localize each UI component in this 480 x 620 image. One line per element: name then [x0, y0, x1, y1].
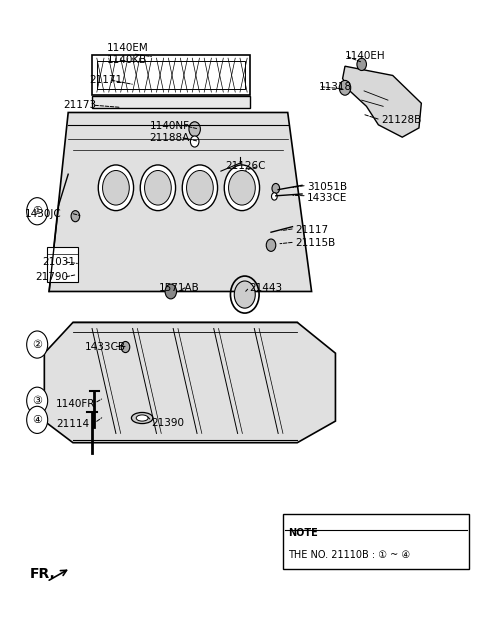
- Text: 21031: 21031: [42, 257, 75, 267]
- Circle shape: [228, 170, 255, 205]
- Circle shape: [121, 342, 130, 353]
- Text: 1430JC: 1430JC: [25, 210, 62, 219]
- Text: 1140EM
1140KB: 1140EM 1140KB: [107, 43, 148, 64]
- Text: 21115B: 21115B: [295, 238, 335, 249]
- Text: 1140NF: 1140NF: [149, 121, 189, 131]
- Text: 1433CE: 1433CE: [307, 193, 347, 203]
- Circle shape: [272, 193, 277, 200]
- Text: ①: ①: [32, 206, 42, 216]
- Text: 21114: 21114: [56, 419, 89, 429]
- Ellipse shape: [136, 415, 148, 421]
- Circle shape: [182, 165, 217, 211]
- Circle shape: [144, 170, 171, 205]
- Circle shape: [27, 387, 48, 414]
- Circle shape: [266, 239, 276, 251]
- Circle shape: [27, 198, 48, 225]
- Text: 21790: 21790: [35, 272, 68, 282]
- Circle shape: [187, 170, 213, 205]
- Circle shape: [272, 184, 280, 193]
- Circle shape: [140, 165, 176, 211]
- Text: ②: ②: [32, 340, 42, 350]
- Text: 1140FR: 1140FR: [56, 399, 96, 409]
- Circle shape: [189, 122, 200, 136]
- Circle shape: [339, 81, 351, 95]
- FancyBboxPatch shape: [92, 97, 250, 107]
- Text: 21126C: 21126C: [226, 161, 266, 171]
- Text: NOTE: NOTE: [288, 528, 317, 538]
- Circle shape: [224, 165, 260, 211]
- Text: 11318: 11318: [319, 82, 352, 92]
- Text: 21117: 21117: [295, 225, 328, 235]
- Text: THE NO. 21110B : ① ~ ④: THE NO. 21110B : ① ~ ④: [288, 550, 410, 560]
- Circle shape: [103, 170, 129, 205]
- Circle shape: [98, 165, 133, 211]
- Text: 21188A: 21188A: [149, 133, 190, 143]
- Ellipse shape: [132, 412, 153, 423]
- FancyBboxPatch shape: [283, 514, 469, 569]
- Polygon shape: [47, 247, 78, 282]
- Polygon shape: [44, 322, 336, 443]
- Text: FR.: FR.: [30, 567, 56, 581]
- Text: 21443: 21443: [250, 283, 283, 293]
- Circle shape: [191, 136, 199, 147]
- Polygon shape: [49, 112, 312, 291]
- Text: ③: ③: [32, 396, 42, 405]
- Text: 1140EH: 1140EH: [345, 51, 385, 61]
- Circle shape: [27, 331, 48, 358]
- Polygon shape: [343, 66, 421, 137]
- Text: ④: ④: [32, 415, 42, 425]
- Text: 31051B: 31051B: [307, 182, 347, 192]
- Text: 21171: 21171: [90, 75, 123, 85]
- Circle shape: [357, 58, 366, 71]
- Text: 1571AB: 1571AB: [159, 283, 200, 293]
- Text: 21128B: 21128B: [381, 115, 421, 125]
- Text: 21173: 21173: [63, 100, 96, 110]
- Text: 21390: 21390: [152, 418, 185, 428]
- Circle shape: [27, 406, 48, 433]
- Text: 1433CB: 1433CB: [85, 342, 126, 352]
- Circle shape: [71, 211, 80, 222]
- FancyBboxPatch shape: [92, 55, 250, 95]
- Circle shape: [165, 284, 177, 299]
- Circle shape: [234, 281, 255, 308]
